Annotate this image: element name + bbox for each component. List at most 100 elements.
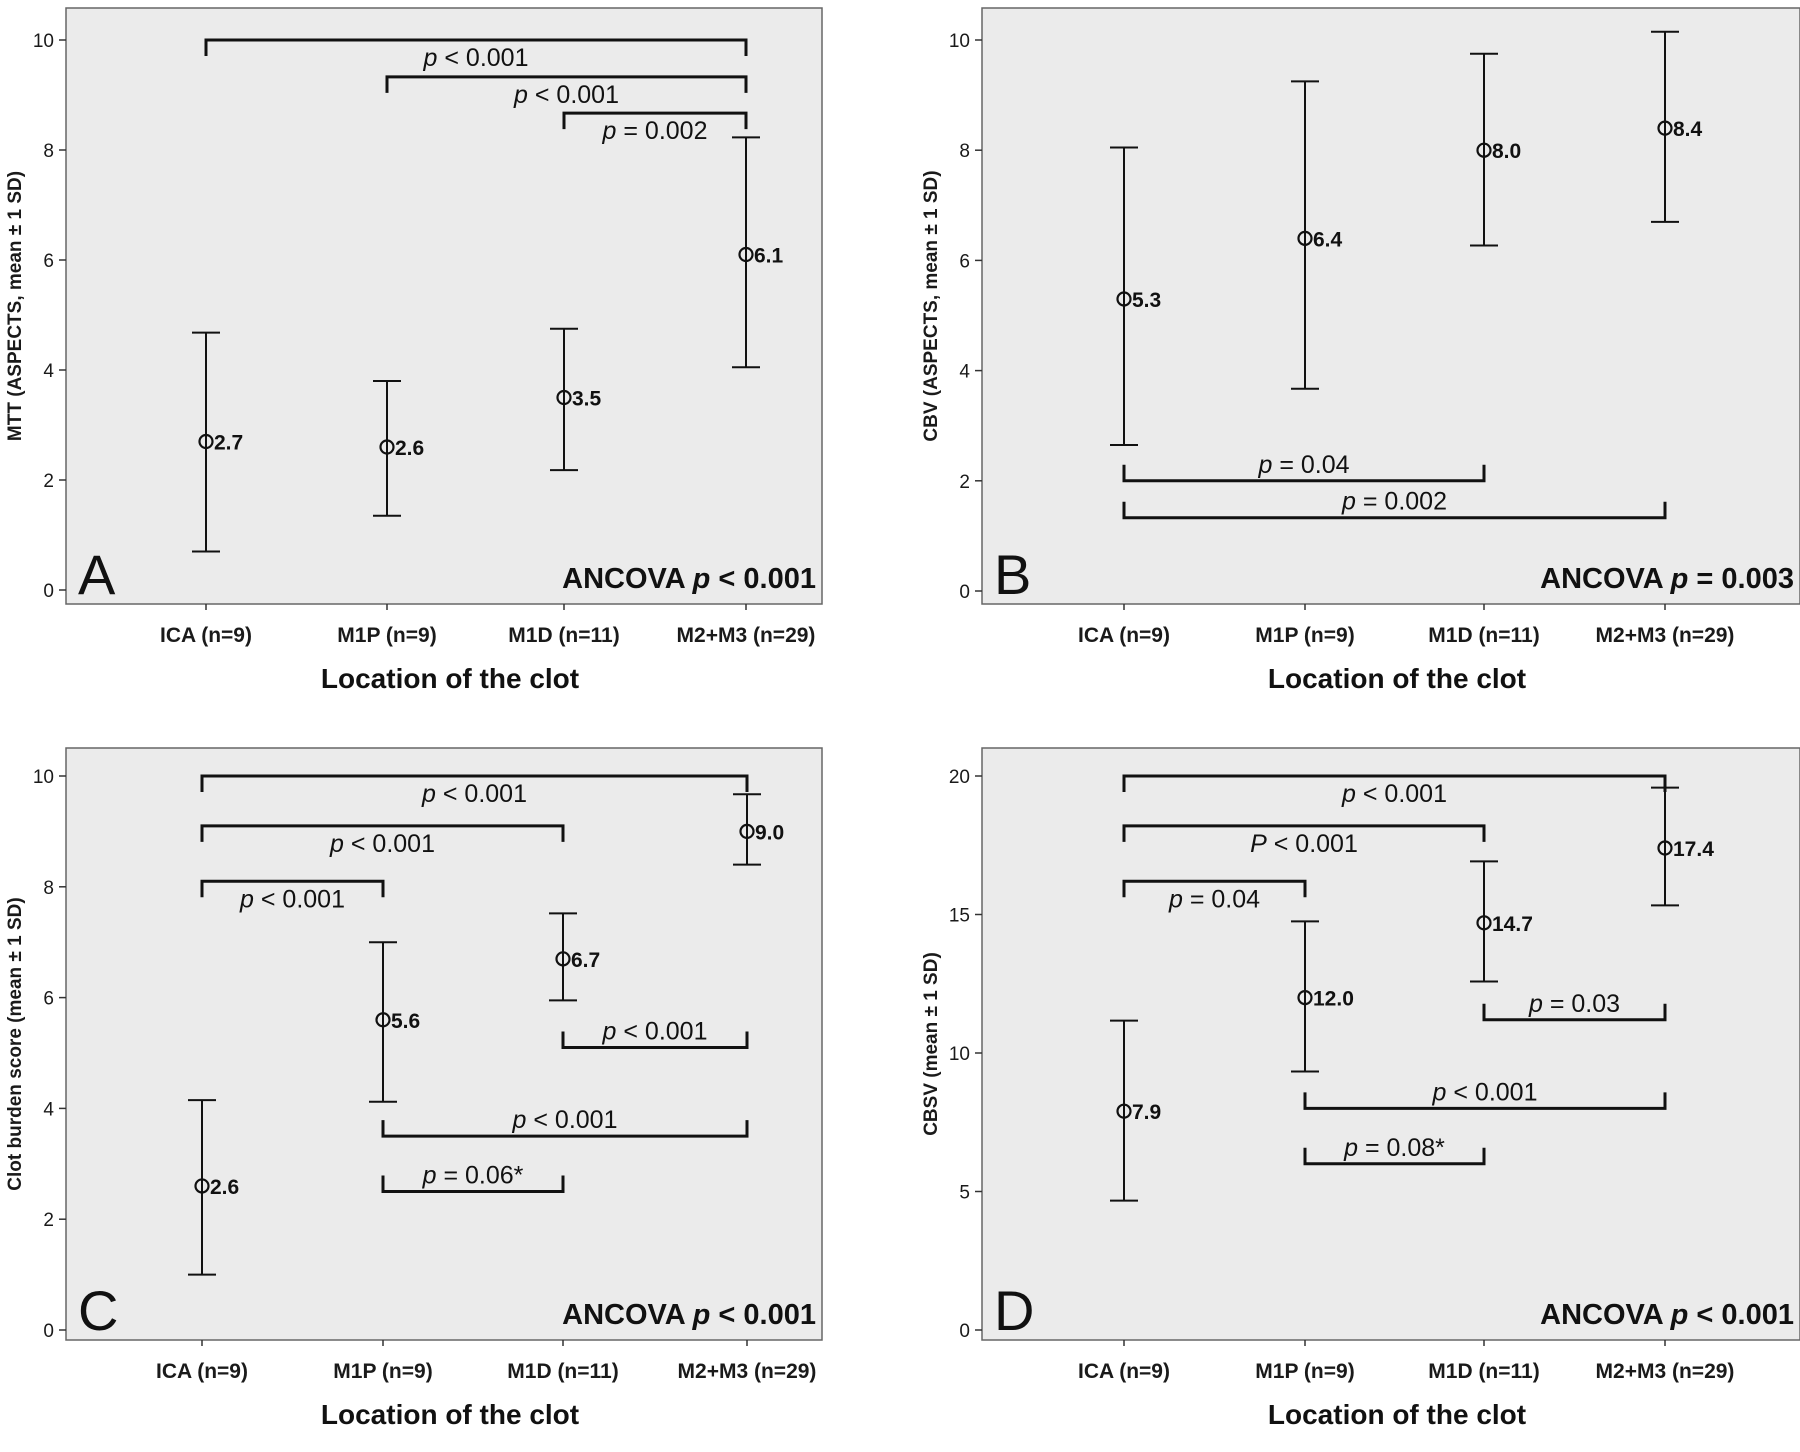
panel-c-comparison-pvalue: p < 0.001 [512, 1106, 618, 1134]
panel-b-mean-point [1476, 142, 1492, 158]
panel-c-comparison-pvalue-p: p [512, 1106, 527, 1134]
panel-a-ytick-label: 10 [33, 31, 54, 52]
panel-b-ytick-label: 4 [959, 362, 970, 383]
panel-d-category-label: ICA (n=9) [1078, 1360, 1170, 1383]
panel-a-ytick-label: 6 [43, 251, 54, 272]
panel-b-ancova-label: ANCOVA p = 0.003 [1540, 563, 1794, 595]
panel-d-mean-point [1297, 989, 1313, 1006]
panel-a-comparison-pvalue-p: p [513, 81, 528, 109]
panel-b-x-axis-title: Location of the clot [1268, 663, 1526, 694]
panel-c-category-label: ICA (n=9) [156, 1360, 248, 1383]
panel-d-comparison-bracket [1122, 824, 1486, 842]
panel-a-comparison-bracket [385, 75, 748, 93]
panel-c-ytick-label: 6 [43, 989, 54, 1010]
panel-d-mean-label: 12.0 [1313, 988, 1354, 1011]
panel-c-ytick-label: 8 [43, 878, 54, 899]
panel-a-comparison-pvalue: p < 0.001 [513, 81, 619, 109]
panel-b-ancova-value: = 0.003 [1688, 563, 1794, 595]
panel-b-comparison-pvalue-p: p [1257, 451, 1272, 479]
panel-c-comparison-pvalue-text: = 0.06* [437, 1162, 524, 1190]
panel-d-ancova-prefix: ANCOVA [1540, 1299, 1671, 1331]
panel-d-comparison-bracket [1122, 774, 1667, 792]
panel-a-plot-area [65, 7, 823, 605]
panel-d-comparison-pvalue-text: < 0.001 [1356, 780, 1447, 808]
panel-a-ancova-label: ANCOVA p < 0.001 [562, 563, 816, 595]
panel-b-category-label: M2+M3 (n=29) [1596, 624, 1735, 647]
panel-a-comparison-pvalue-text: < 0.001 [437, 44, 528, 72]
panel-d-letter: D [994, 1279, 1034, 1342]
panel-d-plot-area [981, 747, 1800, 1341]
panel-a-comparison-pvalue-p: p [602, 117, 617, 145]
panel-d-mean-point [1116, 1103, 1132, 1119]
panel-d-comparison-pvalue: p < 0.001 [1432, 1078, 1538, 1106]
panel-d-comparison-pvalue: P < 0.001 [1250, 830, 1358, 858]
panel-b-category-label: ICA (n=9) [1078, 624, 1170, 647]
panel-c-mean-label: 9.0 [755, 821, 784, 844]
panel-d-ancova-value: < 0.001 [1688, 1299, 1794, 1331]
panel-d-ancova-p: p [1670, 1299, 1689, 1331]
panel-c-comparison-pvalue: p = 0.06* [422, 1162, 524, 1190]
panel-d-comparison-pvalue-text: = 0.08* [1358, 1134, 1445, 1162]
panel-d-comparison-bracket [1303, 1147, 1486, 1166]
panel-d-comparison-pvalue-p: p [1343, 1134, 1358, 1162]
panel-a-comparison-pvalue: p < 0.001 [423, 44, 529, 72]
panel-c-ytick-label: 4 [43, 1099, 54, 1120]
panel-c-mean-label: 5.6 [391, 1010, 420, 1033]
panel-b-ytick-label: 2 [959, 472, 970, 493]
panel-d-ytick-label: 10 [949, 1044, 970, 1065]
panel-b-letter: B [994, 543, 1031, 606]
panel-a-comparison-bracket [562, 111, 748, 130]
panel-b-comparison-bracket [1122, 464, 1486, 483]
panel-b-comparison-pvalue-p: p [1341, 488, 1356, 516]
panel-a-ancova-prefix: ANCOVA [562, 563, 693, 595]
panel-a-comparison-bracket [204, 38, 748, 56]
panel-b-ytick-label: 10 [949, 31, 970, 52]
panel-c-mean-label: 6.7 [571, 949, 600, 972]
panel-a-letter: A [78, 543, 116, 606]
panel-a-y-axis-title: MTT (ASPECTS, mean ± 1 SD) [5, 171, 26, 441]
panel-a-mean-label: 3.5 [572, 388, 602, 411]
panel-a-x-axis-title: Location of the clot [321, 663, 579, 694]
panel-a-mean-point [198, 433, 214, 450]
panel-b-comparison-pvalue-text: = 0.04 [1272, 451, 1349, 479]
panel-a-mean-label: 6.1 [754, 245, 784, 268]
panel-b-mean-label: 8.4 [1673, 118, 1703, 141]
panel-c-comparison-bracket [381, 1175, 565, 1193]
panel-c-ytick-label: 0 [43, 1321, 54, 1342]
panel-a-comparison-pvalue-text: = 0.002 [616, 117, 707, 145]
panel-a-category-label: M2+M3 (n=29) [677, 624, 816, 647]
panel-d-comparison-pvalue: p < 0.001 [1341, 780, 1447, 808]
panel-c-category-label: M2+M3 (n=29) [678, 1360, 817, 1383]
panel-c-comparison-pvalue: p < 0.001 [329, 830, 435, 858]
panel-c-comparison-bracket [200, 879, 385, 898]
panel-c-ytick-label: 2 [43, 1210, 54, 1231]
panel-c-comparison-pvalue-text: < 0.001 [526, 1106, 617, 1134]
panel-c-plot-area [65, 747, 823, 1341]
panel-a-ytick-label: 2 [43, 471, 54, 492]
panel-c-mean-point [194, 1178, 210, 1194]
panel-d-comparison-pvalue-text: = 0.04 [1183, 885, 1260, 913]
panel-c-ancova-p: p [692, 1299, 711, 1331]
panel-a-ytick-label: 0 [43, 581, 54, 602]
panel-c-ytick-label: 10 [33, 767, 54, 788]
panel-d-ytick-label: 15 [949, 906, 970, 927]
panel-d-y-axis-title: CBSV (mean ± 1 SD) [921, 952, 942, 1136]
panel-c-comparison-pvalue-text: < 0.001 [616, 1017, 707, 1045]
panel-b-ancova-prefix: ANCOVA [1540, 563, 1671, 595]
panel-a-category-label: M1P (n=9) [337, 624, 436, 647]
panel-c-comparison-bracket [200, 774, 749, 792]
panel-c-comparison-pvalue-text: < 0.001 [436, 780, 527, 808]
panel-c-comparison-pvalue-text: < 0.001 [344, 830, 435, 858]
panel-c-mean-point [739, 823, 755, 840]
panel-b-comparison-pvalue: p = 0.04 [1257, 451, 1349, 479]
panel-b-mean-point [1297, 230, 1313, 246]
panel-c-comparison-pvalue-p: p [239, 885, 254, 913]
panel-d-comparison-pvalue: p = 0.08* [1343, 1134, 1445, 1162]
panel-c-category-label: M1P (n=9) [333, 1360, 432, 1383]
panel-c-mean-point [375, 1012, 391, 1028]
panel-c-comparison-pvalue: p < 0.001 [239, 885, 345, 913]
panel-a-category-label: M1D (n=11) [508, 624, 619, 647]
panel-d-category-label: M1P (n=9) [1255, 1360, 1354, 1383]
panel-c-ancova-value: < 0.001 [710, 1299, 816, 1331]
